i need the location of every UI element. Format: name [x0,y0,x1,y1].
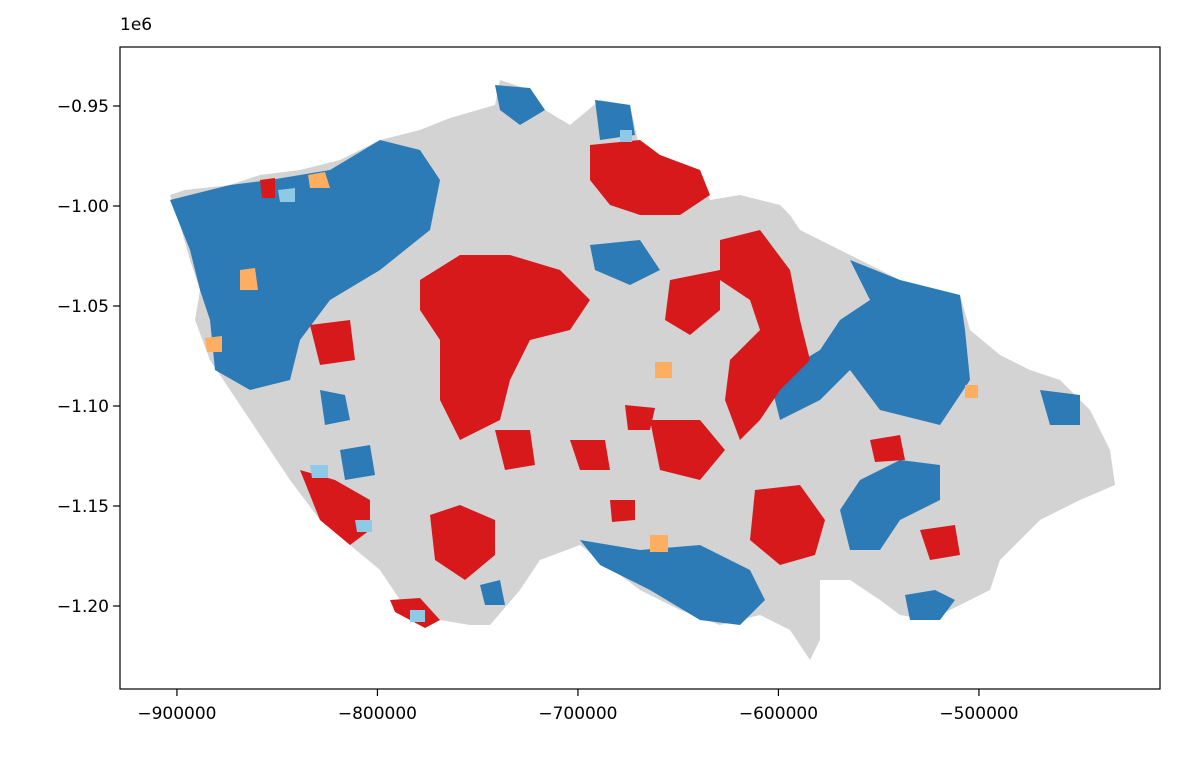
x-tick-label: −900000 [137,704,216,724]
region [320,390,350,425]
region [650,420,725,480]
region [770,260,970,425]
region [625,405,655,430]
region [240,268,258,290]
y-tick-label: −1.20 [57,597,109,617]
x-tick-label: −700000 [538,704,617,724]
region [905,590,955,620]
y-tick-label: −0.95 [57,97,109,117]
region [965,385,978,398]
region [590,140,710,215]
region [355,520,372,532]
region [410,610,425,622]
region [665,270,720,335]
y-tick-label: −1.15 [57,497,109,517]
region [720,230,810,440]
region [480,580,505,605]
map [170,80,1115,660]
region [570,440,610,470]
region [580,540,765,625]
region [310,465,328,478]
region [170,140,440,390]
y-tick-label: −1.05 [57,297,109,317]
region [300,470,370,545]
region [205,336,222,352]
red-regions [260,140,960,628]
region [840,460,940,550]
orange-regions [205,172,978,552]
region [1040,390,1080,425]
x-tick-label: −800000 [338,704,417,724]
light-blue-regions [278,130,632,622]
region [340,445,375,480]
region [655,362,672,378]
y-tick-label: −1.00 [57,197,109,217]
region [308,172,330,188]
region [750,485,825,565]
region [590,240,660,285]
region [495,430,535,470]
y-offset-label: 1e6 [120,15,152,35]
x-tick-label: −600000 [739,704,818,724]
region [620,130,632,142]
region [495,85,545,125]
region [278,188,295,202]
region [920,525,960,560]
region [310,320,355,365]
region [650,535,668,552]
region [610,500,635,522]
axes-frame [119,46,1161,690]
region [260,178,275,198]
region [430,505,495,580]
region [870,435,905,462]
y-tick-label: −1.10 [57,397,109,417]
blue-regions [170,85,1080,625]
x-tick-label: −500000 [939,704,1018,724]
region [420,255,590,440]
